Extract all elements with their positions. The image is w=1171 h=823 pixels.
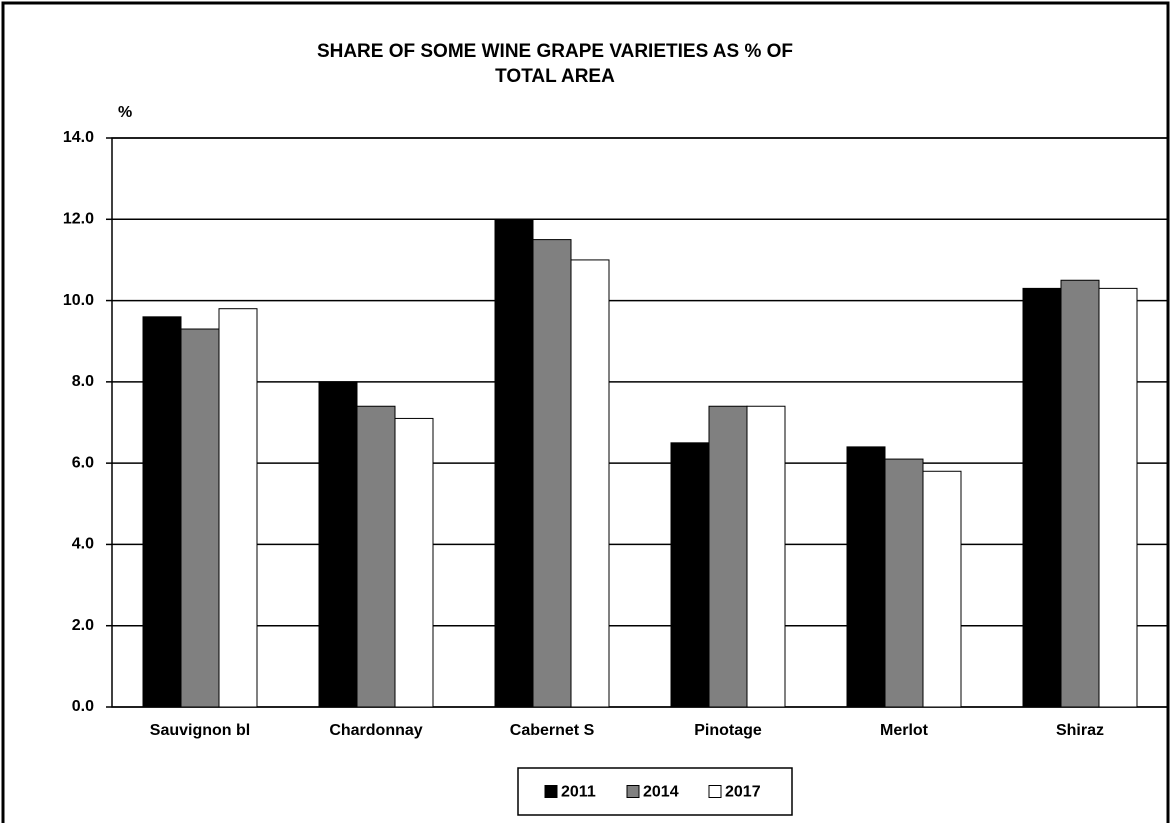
bar bbox=[708, 405, 748, 708]
x-tick-label: Sauvignon bl bbox=[150, 722, 250, 739]
legend-label: 2017 bbox=[725, 784, 761, 801]
legend-box bbox=[517, 767, 793, 816]
bar bbox=[218, 308, 258, 708]
bar bbox=[394, 417, 434, 708]
legend-label: 2014 bbox=[643, 784, 679, 801]
x-tick-label: Chardonnay bbox=[329, 722, 422, 739]
y-tick-label: 0.0 bbox=[72, 698, 94, 715]
bar bbox=[180, 328, 220, 708]
chart-title: TOTAL AREA bbox=[495, 66, 615, 87]
bar bbox=[494, 218, 534, 708]
bar bbox=[846, 446, 886, 708]
bar bbox=[356, 405, 396, 708]
y-tick-label: 2.0 bbox=[72, 617, 94, 634]
legend-swatch bbox=[708, 785, 722, 798]
y-tick-label: 8.0 bbox=[72, 373, 94, 390]
y-tick-label: 4.0 bbox=[72, 536, 94, 553]
y-tick-label: 10.0 bbox=[63, 292, 94, 309]
bar bbox=[884, 458, 924, 708]
chart-title: SHARE OF SOME WINE GRAPE VARIETIES AS % … bbox=[317, 41, 793, 62]
bar bbox=[570, 259, 610, 708]
legend-swatch bbox=[544, 785, 558, 798]
bar bbox=[1060, 279, 1100, 708]
bar bbox=[1098, 287, 1138, 708]
bar bbox=[532, 239, 572, 708]
x-tick-label: Cabernet S bbox=[510, 722, 595, 739]
bar bbox=[1022, 287, 1062, 708]
x-tick-label: Pinotage bbox=[694, 722, 762, 739]
x-tick-label: Merlot bbox=[880, 722, 929, 739]
y-tick-label: 14.0 bbox=[63, 129, 94, 146]
y-tick-label: 12.0 bbox=[63, 211, 94, 228]
bar bbox=[318, 381, 358, 708]
bar bbox=[922, 470, 962, 708]
y-tick-label: 6.0 bbox=[72, 454, 94, 471]
plot-area bbox=[111, 137, 1169, 708]
legend-label: 2011 bbox=[561, 784, 596, 801]
bar bbox=[746, 405, 786, 708]
legend-swatch bbox=[626, 785, 640, 798]
bar bbox=[142, 316, 182, 708]
x-tick-label: Shiraz bbox=[1056, 722, 1104, 739]
y-axis-label: % bbox=[118, 104, 132, 121]
bar bbox=[670, 442, 710, 708]
